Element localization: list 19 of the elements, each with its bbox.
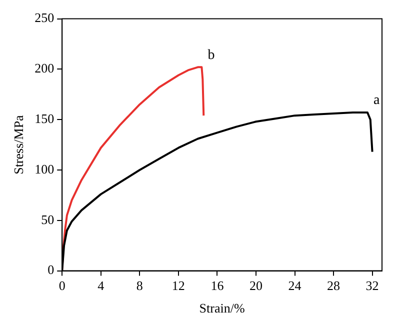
x-tick-label: 4 [98, 278, 105, 294]
y-tick-label: 250 [34, 10, 54, 26]
x-tick-label: 32 [366, 278, 379, 294]
y-tick-label: 100 [34, 161, 54, 176]
annotation: a [373, 93, 380, 108]
x-tick-label: 20 [249, 278, 262, 294]
x-axis-title: Strain/% [199, 300, 245, 316]
x-tick-label: 28 [327, 278, 340, 294]
y-axis-title: Stress/MPa [11, 114, 26, 174]
annotation: b [208, 48, 215, 63]
x-tick-label: 16 [210, 278, 224, 294]
x-tick-label: 0 [58, 278, 66, 294]
y-tick-label: 50 [41, 212, 54, 227]
y-tick-label: 150 [34, 111, 54, 126]
y-tick-label: 0 [48, 262, 54, 278]
x-tick-label: 8 [136, 278, 143, 294]
x-tick-label: 12 [172, 278, 185, 294]
y-tick-label: 200 [34, 60, 54, 76]
x-tick-label: 24 [288, 278, 302, 294]
